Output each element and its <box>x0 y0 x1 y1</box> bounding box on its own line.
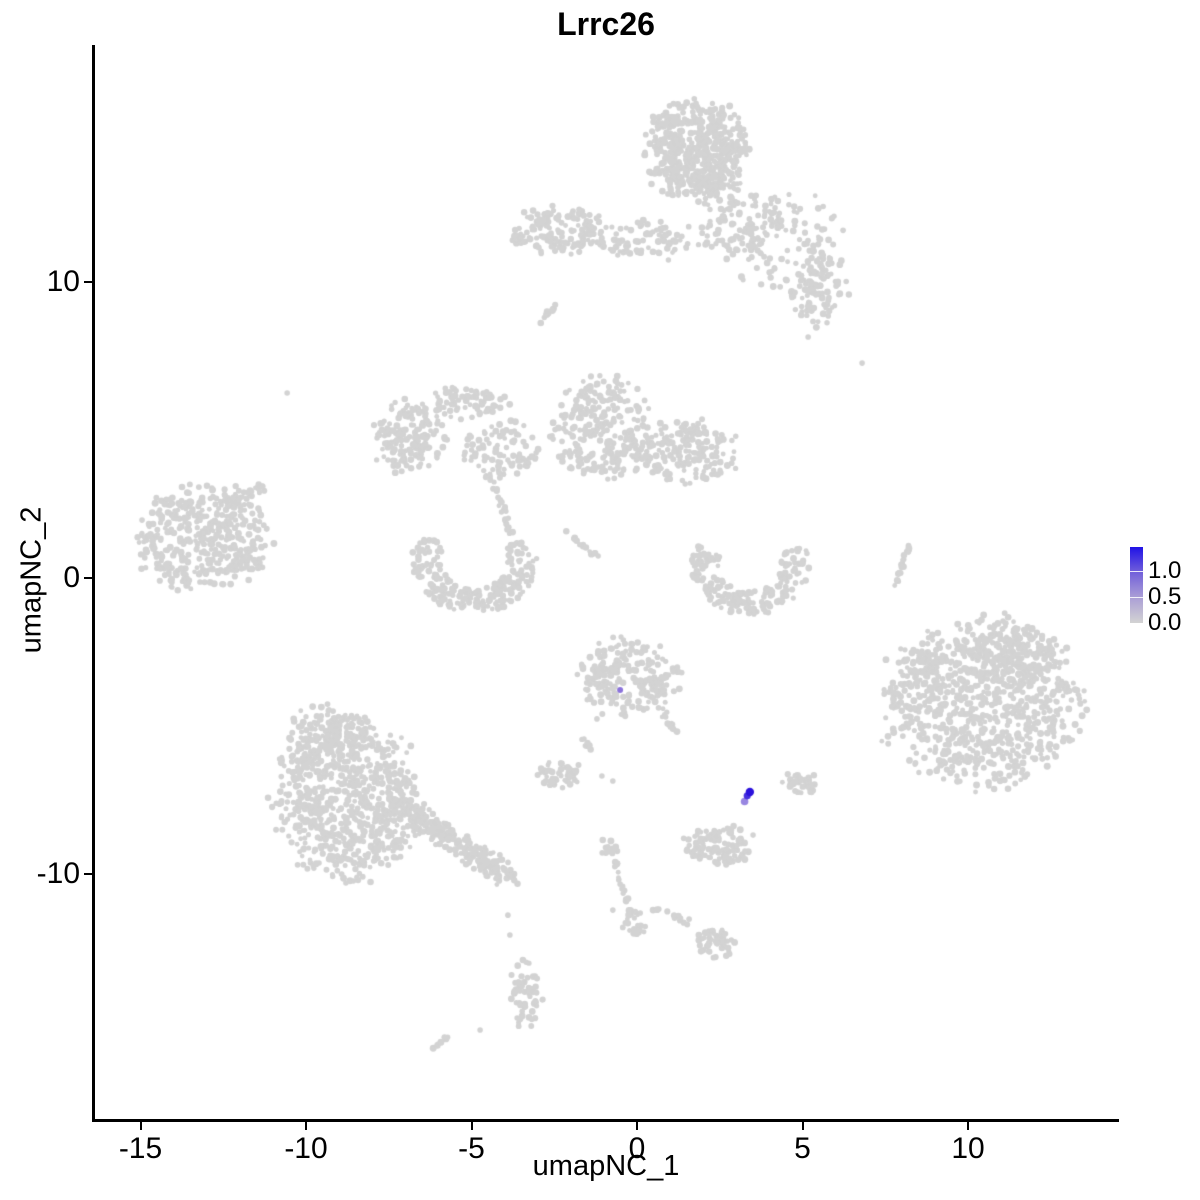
legend-bar-tick <box>1130 570 1143 572</box>
x-tick <box>636 1122 638 1130</box>
legend-colorbar <box>1130 547 1143 623</box>
x-tick <box>305 1122 307 1130</box>
x-tick-label: -5 <box>458 1132 485 1165</box>
x-tick <box>139 1122 142 1130</box>
y-axis-line <box>92 45 95 1122</box>
legend-bar-tick <box>1130 596 1143 598</box>
x-tick-label: 10 <box>951 1132 985 1165</box>
plot-title: Lrrc26 <box>557 6 655 42</box>
x-axis-label: umapNC_1 <box>532 1150 680 1182</box>
y-tick-label: 10 <box>46 265 80 298</box>
scatter-canvas <box>94 45 1118 1119</box>
x-axis-line <box>92 1119 1119 1122</box>
y-tick <box>84 873 92 875</box>
y-tick <box>84 281 92 283</box>
x-tick <box>967 1122 969 1130</box>
y-tick-label: -10 <box>36 857 80 890</box>
legend-tick-label: 1.0 <box>1148 557 1182 585</box>
y-tick <box>84 577 92 579</box>
x-tick <box>801 1122 804 1130</box>
x-tick-label: -15 <box>118 1132 163 1165</box>
y-axis-label: umapNC_2 <box>15 506 48 654</box>
x-tick-label: -10 <box>284 1132 328 1165</box>
x-tick-label: 5 <box>794 1132 811 1165</box>
legend-tick-label: 0.0 <box>1148 609 1182 636</box>
x-tick-label: 0 <box>628 1132 646 1165</box>
legend-tick-label: 0.5 <box>1148 583 1182 610</box>
y-tick-label: 0 <box>63 561 80 594</box>
x-tick <box>470 1122 473 1130</box>
plot-area <box>94 45 1118 1119</box>
